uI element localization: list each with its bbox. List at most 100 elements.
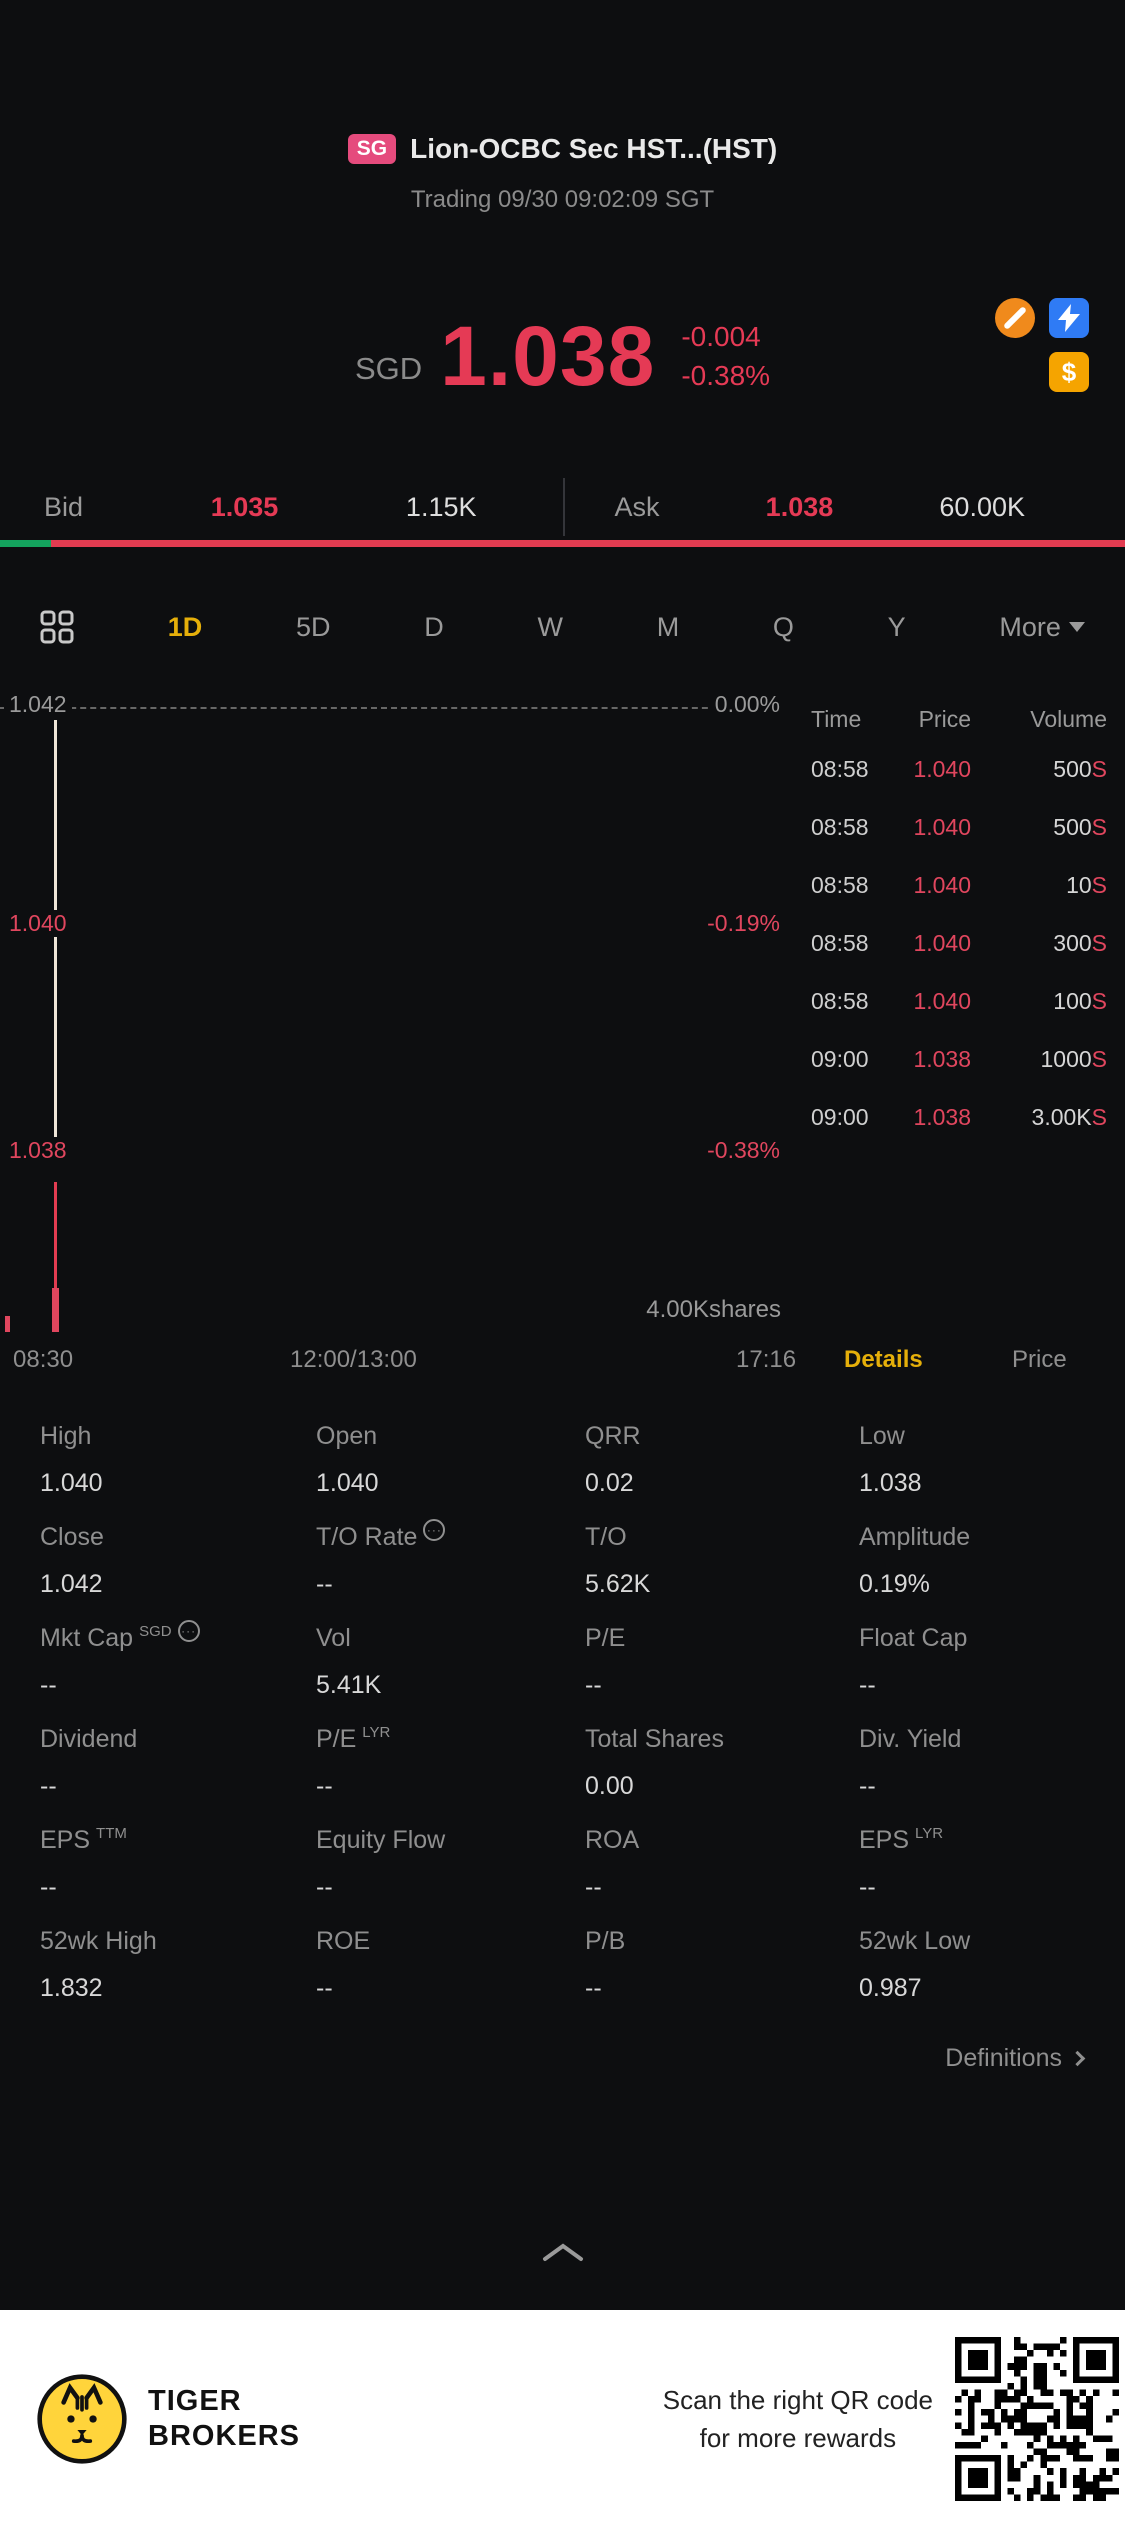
detail-dividend: Dividend -- bbox=[40, 1725, 138, 1800]
chevron-up-icon bbox=[542, 2243, 583, 2261]
tape-volume: 3.00KS bbox=[1031, 1103, 1107, 1130]
tape-row[interactable]: 09:00 1.038 1000S bbox=[795, 1030, 1125, 1088]
trading-status: Trading 09/30 09:02:09 SGT bbox=[410, 186, 715, 213]
more-periods-button[interactable]: More bbox=[999, 612, 1085, 643]
rewards-dollar-icon[interactable]: $ bbox=[1049, 352, 1089, 392]
tab-y[interactable]: Y bbox=[887, 611, 906, 642]
tab-m[interactable]: M bbox=[656, 611, 680, 642]
tab-5d[interactable]: 5D bbox=[295, 611, 331, 642]
detail-float-cap: Float Cap -- bbox=[859, 1624, 968, 1699]
tape-row[interactable]: 08:58 1.040 500S bbox=[795, 798, 1125, 856]
tape-col-price: Price bbox=[918, 705, 971, 732]
tape-col-volume: Volume bbox=[1030, 705, 1107, 732]
y-label-low-pct: -0.38% bbox=[702, 1137, 785, 1164]
tab-w[interactable]: W bbox=[537, 611, 563, 642]
detail-total-shares: Total Shares 0.00 bbox=[585, 1725, 724, 1800]
detail-to: T/O 5.62K bbox=[585, 1523, 651, 1598]
time-and-sales: Time Price Volume 08:58 1.040 500S 08:58… bbox=[795, 698, 1125, 1146]
bid-price: 1.035 bbox=[210, 491, 279, 522]
price-line-lower bbox=[54, 1182, 57, 1308]
sell-marker: S bbox=[1091, 987, 1107, 1014]
bid-label: Bid bbox=[44, 491, 84, 522]
tape-price: 1.040 bbox=[913, 755, 971, 782]
detail-open: Open 1.040 bbox=[316, 1422, 379, 1497]
sell-marker: S bbox=[1091, 929, 1107, 956]
tape-row[interactable]: 08:58 1.040 100S bbox=[795, 972, 1125, 1030]
detail-pe: P/E -- bbox=[585, 1624, 626, 1699]
bid-section[interactable]: Bid 1.035 1.15K bbox=[0, 478, 563, 536]
qr-code bbox=[955, 2336, 1119, 2501]
volume-annotation: 4.00Kshares bbox=[646, 1296, 781, 1323]
detail-roa: ROA -- bbox=[585, 1826, 640, 1901]
ask-ratio-segment bbox=[50, 540, 1125, 547]
promo-text: Scan the right QR code for more rewards bbox=[662, 2384, 933, 2453]
tape-price: 1.038 bbox=[913, 1103, 971, 1130]
tab-price[interactable]: Price bbox=[1012, 1346, 1067, 1373]
sell-marker: S bbox=[1091, 1103, 1107, 1130]
tape-time: 08:58 bbox=[811, 755, 869, 782]
chart-type-grid-icon[interactable] bbox=[40, 610, 74, 644]
detail-52wk-high: 52wk High 1.832 bbox=[40, 1927, 157, 2002]
ask-price: 1.038 bbox=[765, 491, 834, 522]
tape-price: 1.040 bbox=[913, 813, 971, 840]
ask-section[interactable]: Ask 1.038 60.00K bbox=[562, 478, 1125, 536]
detail-eps-ttm: EPS TTM -- bbox=[40, 1825, 127, 1901]
currency-label: SGD bbox=[354, 351, 423, 386]
bid-ask-ratio-bar bbox=[0, 540, 1125, 547]
details-panel: High 1.040 Open 1.040 QRR 0.02 Low 1.038… bbox=[0, 1420, 1125, 2026]
bid-size: 1.15K bbox=[405, 491, 477, 522]
tape-row[interactable]: 08:58 1.040 10S bbox=[795, 856, 1125, 914]
tape-volume: 100S bbox=[1053, 987, 1107, 1014]
page-title: Lion-OCBC Sec HST...(HST) bbox=[410, 133, 778, 164]
bid-ratio-segment bbox=[0, 540, 51, 547]
ask-size: 60.00K bbox=[939, 491, 1025, 522]
detail-div-yield: Div. Yield -- bbox=[859, 1725, 962, 1800]
detail-pb: P/B -- bbox=[585, 1927, 626, 2002]
detail-qrr: QRR 0.02 bbox=[585, 1422, 641, 1497]
tape-price: 1.040 bbox=[913, 987, 971, 1014]
price-change: -0.004 -0.38% bbox=[681, 317, 770, 395]
tape-time: 09:00 bbox=[811, 1103, 869, 1130]
price-block: SGD 1.038 -0.004 -0.38% bbox=[0, 296, 1125, 416]
info-icon[interactable]: ··· bbox=[423, 1519, 446, 1541]
definitions-link[interactable]: Definitions bbox=[945, 2044, 1086, 2073]
tape-row[interactable]: 08:58 1.040 500S bbox=[795, 740, 1125, 798]
prev-close-dashed-line bbox=[0, 707, 758, 709]
tab-details[interactable]: Details bbox=[844, 1346, 923, 1373]
more-label: More bbox=[999, 611, 1061, 642]
change-value: -0.004 bbox=[681, 321, 761, 352]
period-tab-bar: 1D 5D D W M Q Y More bbox=[0, 598, 1125, 656]
header: SG Lion-OCBC Sec HST...(HST) bbox=[0, 126, 1125, 172]
y-label-high: 1.042 bbox=[4, 691, 72, 718]
detail-amplitude: Amplitude 0.19% bbox=[859, 1523, 971, 1598]
tape-volume: 10S bbox=[1066, 871, 1107, 898]
tab-q[interactable]: Q bbox=[772, 611, 794, 642]
chart-canvas[interactable]: 1.042 0.00% 1.040 -0.19% 1.038 -0.38% 4.… bbox=[0, 688, 1125, 1340]
tape-time: 08:58 bbox=[811, 813, 869, 840]
definitions-label: Definitions bbox=[945, 2044, 1062, 2072]
tape-time: 08:58 bbox=[811, 871, 869, 898]
detail-eps-lyr: EPS LYR -- bbox=[859, 1825, 944, 1901]
lightning-icon[interactable] bbox=[1049, 298, 1089, 338]
collapse-panel-button[interactable] bbox=[0, 2232, 1125, 2272]
tape-row[interactable]: 08:58 1.040 300S bbox=[795, 914, 1125, 972]
tape-time: 08:58 bbox=[811, 987, 869, 1014]
x-label-midday: 12:00/13:00 bbox=[290, 1346, 417, 1373]
x-axis-row: 08:30 12:00/13:00 17:16 Details Price bbox=[0, 1342, 1125, 1382]
promo-footer: TIGER BROKERS Scan the right QR code for… bbox=[0, 2310, 1125, 2527]
detail-roe: ROE -- bbox=[316, 1927, 371, 2002]
chevron-right-icon bbox=[1069, 2050, 1086, 2067]
volume-bar bbox=[5, 1316, 10, 1332]
tape-row[interactable]: 09:00 1.038 3.00KS bbox=[795, 1088, 1125, 1146]
tab-1d[interactable]: 1D bbox=[167, 611, 203, 642]
chevron-down-icon bbox=[1068, 622, 1085, 632]
info-icon[interactable]: ··· bbox=[177, 1620, 200, 1642]
volume-bar bbox=[52, 1288, 59, 1332]
tab-d[interactable]: D bbox=[424, 611, 444, 642]
tape-price: 1.040 bbox=[913, 871, 971, 898]
detail-high: High 1.040 bbox=[40, 1422, 103, 1497]
halt-icon[interactable] bbox=[995, 298, 1035, 338]
sell-marker: S bbox=[1091, 871, 1107, 898]
tiger-logo bbox=[36, 2373, 128, 2465]
